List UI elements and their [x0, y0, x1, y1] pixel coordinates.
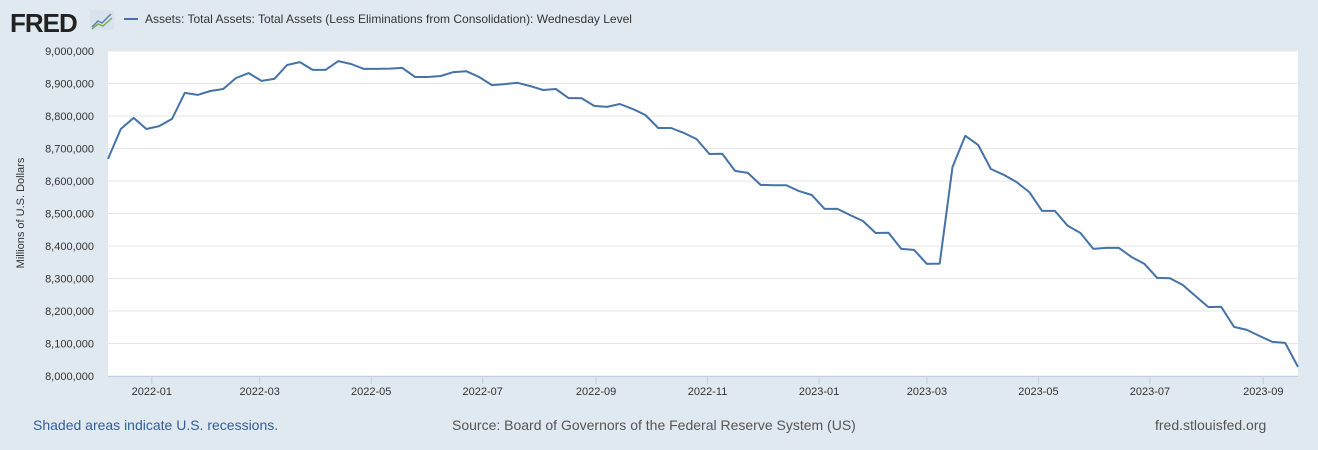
x-tick-label: 2023-09	[1243, 386, 1283, 398]
x-tick-label: 2022-01	[132, 386, 172, 398]
y-tick-label: 8,500,000	[45, 209, 94, 221]
source-text: Source: Board of Governors of the Federa…	[452, 417, 856, 433]
series-points	[107, 61, 1299, 367]
y-tick-label: 9,000,000	[45, 46, 94, 58]
x-tick-label: 2023-03	[907, 386, 947, 398]
y-tick-label: 8,800,000	[45, 111, 94, 123]
x-tick-label: 2023-01	[799, 386, 839, 398]
gridlines	[108, 50, 1298, 377]
y-tick-label: 8,100,000	[45, 339, 94, 351]
x-tick-label: 2022-09	[576, 386, 616, 398]
x-tick-label: 2022-03	[240, 386, 280, 398]
y-tick-label: 8,300,000	[45, 274, 94, 286]
legend: Assets: Total Assets: Total Assets (Less…	[124, 12, 632, 26]
y-tick-label: 8,400,000	[45, 241, 94, 253]
site-link[interactable]: fred.stlouisfed.org	[1155, 417, 1267, 433]
chart-logo-icon	[90, 10, 114, 30]
x-tick-label: 2023-05	[1018, 386, 1058, 398]
x-tick-label: 2022-11	[688, 386, 728, 398]
y-tick-label: 8,600,000	[45, 176, 94, 188]
x-tick-label: 2023-07	[1130, 386, 1170, 398]
legend-label: Assets: Total Assets: Total Assets (Less…	[145, 12, 632, 26]
x-axis: 2022-01 2022-03 2022-05 2022-07 2022-09 2022-…	[108, 376, 1298, 398]
y-tick-label: 8,000,000	[45, 371, 94, 383]
legend-swatch	[124, 18, 138, 20]
y-axis-label: Millions of U.S. Dollars	[15, 157, 27, 268]
y-tick-label: 8,700,000	[45, 144, 94, 156]
x-tick-label: 2022-07	[463, 386, 503, 398]
fred-logo[interactable]: FRED	[10, 8, 78, 38]
series-line	[107, 60, 1299, 368]
y-axis: 8,000,000 8,100,000 8,200,000 8,300,000 8,40…	[45, 46, 94, 383]
x-tick-label: 2022-05	[351, 386, 391, 398]
y-tick-label: 8,200,000	[45, 306, 94, 318]
y-tick-label: 8,900,000	[45, 79, 94, 91]
recession-note-link[interactable]: Shaded areas indicate U.S. recessions.	[33, 417, 279, 433]
